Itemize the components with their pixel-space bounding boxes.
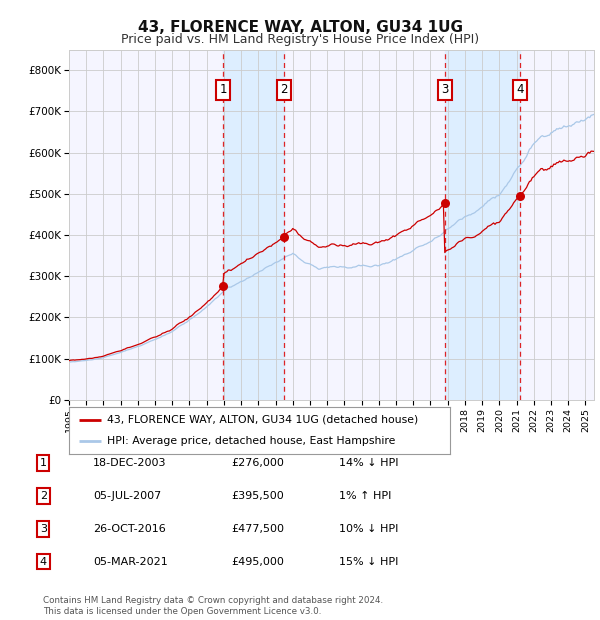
Text: 1: 1 <box>220 83 227 96</box>
Text: Contains HM Land Registry data © Crown copyright and database right 2024.: Contains HM Land Registry data © Crown c… <box>43 596 383 605</box>
Text: 3: 3 <box>441 83 448 96</box>
Text: £495,000: £495,000 <box>231 557 284 567</box>
Text: £276,000: £276,000 <box>231 458 284 468</box>
Text: 43, FLORENCE WAY, ALTON, GU34 1UG (detached house): 43, FLORENCE WAY, ALTON, GU34 1UG (detac… <box>107 415 418 425</box>
Text: 10% ↓ HPI: 10% ↓ HPI <box>339 524 398 534</box>
Text: 3: 3 <box>40 524 47 534</box>
Text: 26-OCT-2016: 26-OCT-2016 <box>93 524 166 534</box>
Text: £477,500: £477,500 <box>231 524 284 534</box>
Text: 15% ↓ HPI: 15% ↓ HPI <box>339 557 398 567</box>
Text: 4: 4 <box>40 557 47 567</box>
Text: Price paid vs. HM Land Registry's House Price Index (HPI): Price paid vs. HM Land Registry's House … <box>121 33 479 46</box>
Text: £395,500: £395,500 <box>231 491 284 501</box>
Text: 2: 2 <box>281 83 288 96</box>
Bar <box>445 50 520 400</box>
Text: HPI: Average price, detached house, East Hampshire: HPI: Average price, detached house, East… <box>107 436 395 446</box>
Text: 1% ↑ HPI: 1% ↑ HPI <box>339 491 391 501</box>
Text: 05-JUL-2007: 05-JUL-2007 <box>93 491 161 501</box>
Text: 05-MAR-2021: 05-MAR-2021 <box>93 557 168 567</box>
Text: 14% ↓ HPI: 14% ↓ HPI <box>339 458 398 468</box>
Text: 2: 2 <box>40 491 47 501</box>
Text: 4: 4 <box>516 83 523 96</box>
Text: 43, FLORENCE WAY, ALTON, GU34 1UG: 43, FLORENCE WAY, ALTON, GU34 1UG <box>137 20 463 35</box>
Text: 18-DEC-2003: 18-DEC-2003 <box>93 458 167 468</box>
Bar <box>223 50 284 400</box>
Text: This data is licensed under the Open Government Licence v3.0.: This data is licensed under the Open Gov… <box>43 607 322 616</box>
Text: 1: 1 <box>40 458 47 468</box>
